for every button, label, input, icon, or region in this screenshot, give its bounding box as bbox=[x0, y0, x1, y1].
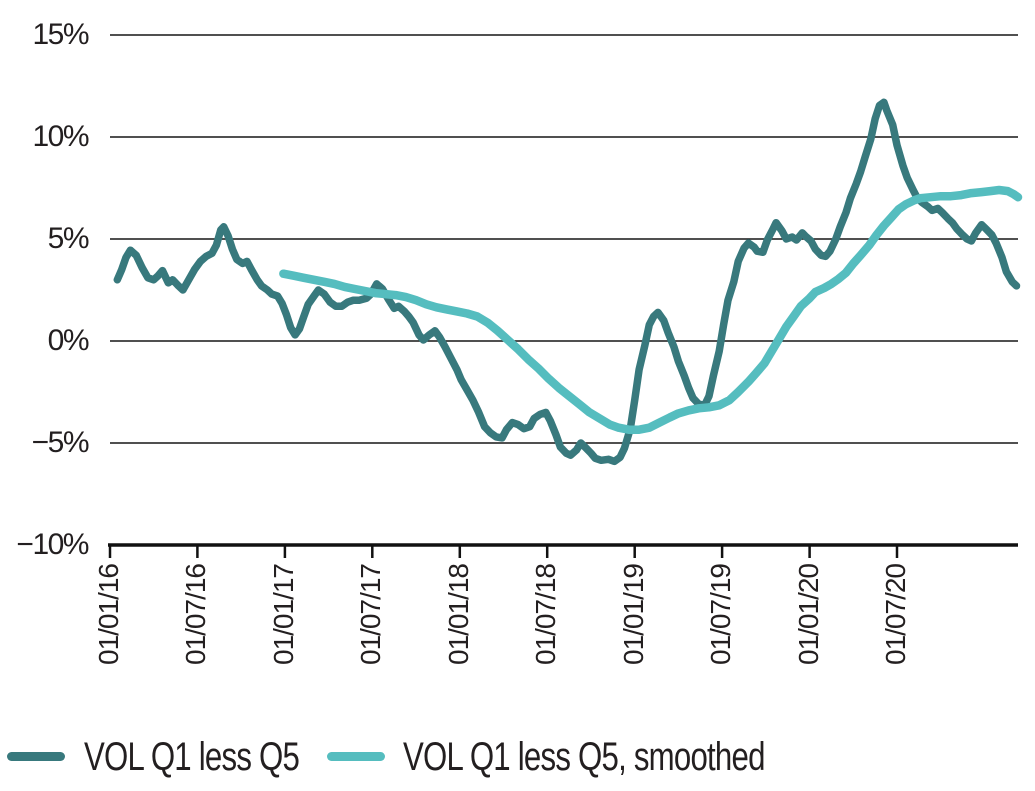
legend-label-vol-q1-less-q5: VOL Q1 less Q5 bbox=[84, 735, 300, 779]
x-tick-label: 01/01/16 bbox=[93, 564, 124, 665]
x-tick-label: 01/01/20 bbox=[792, 564, 824, 665]
x-tick-label: 01/01/18 bbox=[442, 564, 474, 665]
x-tick-label: 01/07/16 bbox=[180, 564, 212, 665]
y-tick-label: 0% bbox=[47, 324, 90, 357]
y-tick-label: 15% bbox=[32, 18, 89, 51]
y-tick-label: −5% bbox=[31, 426, 90, 459]
y-tick-label: 5% bbox=[47, 222, 90, 255]
chart-canvas bbox=[108, 34, 1023, 558]
legend-swatch-vol-q1-less-q5-smoothed bbox=[327, 752, 385, 761]
x-tick-label: 01/07/20 bbox=[880, 564, 912, 665]
series-line-raw bbox=[113, 98, 1021, 466]
legend-label-vol-q1-less-q5-smoothed: VOL Q1 less Q5, smoothed bbox=[403, 735, 765, 779]
y-tick-label: 10% bbox=[32, 120, 89, 153]
x-tick-label: 01/01/19 bbox=[617, 564, 649, 665]
legend: VOL Q1 less Q5 VOL Q1 less Q5, smoothed bbox=[0, 735, 1035, 785]
x-tick-label: 01/01/17 bbox=[267, 564, 299, 665]
series-line-smoothed bbox=[279, 185, 1023, 434]
x-tick-label: 01/07/17 bbox=[355, 564, 387, 665]
legend-swatch-vol-q1-less-q5 bbox=[7, 752, 65, 761]
x-tick-label: 01/07/18 bbox=[530, 564, 562, 665]
x-tick-label: 01/07/19 bbox=[705, 564, 737, 665]
y-tick-label: −10% bbox=[16, 528, 89, 561]
